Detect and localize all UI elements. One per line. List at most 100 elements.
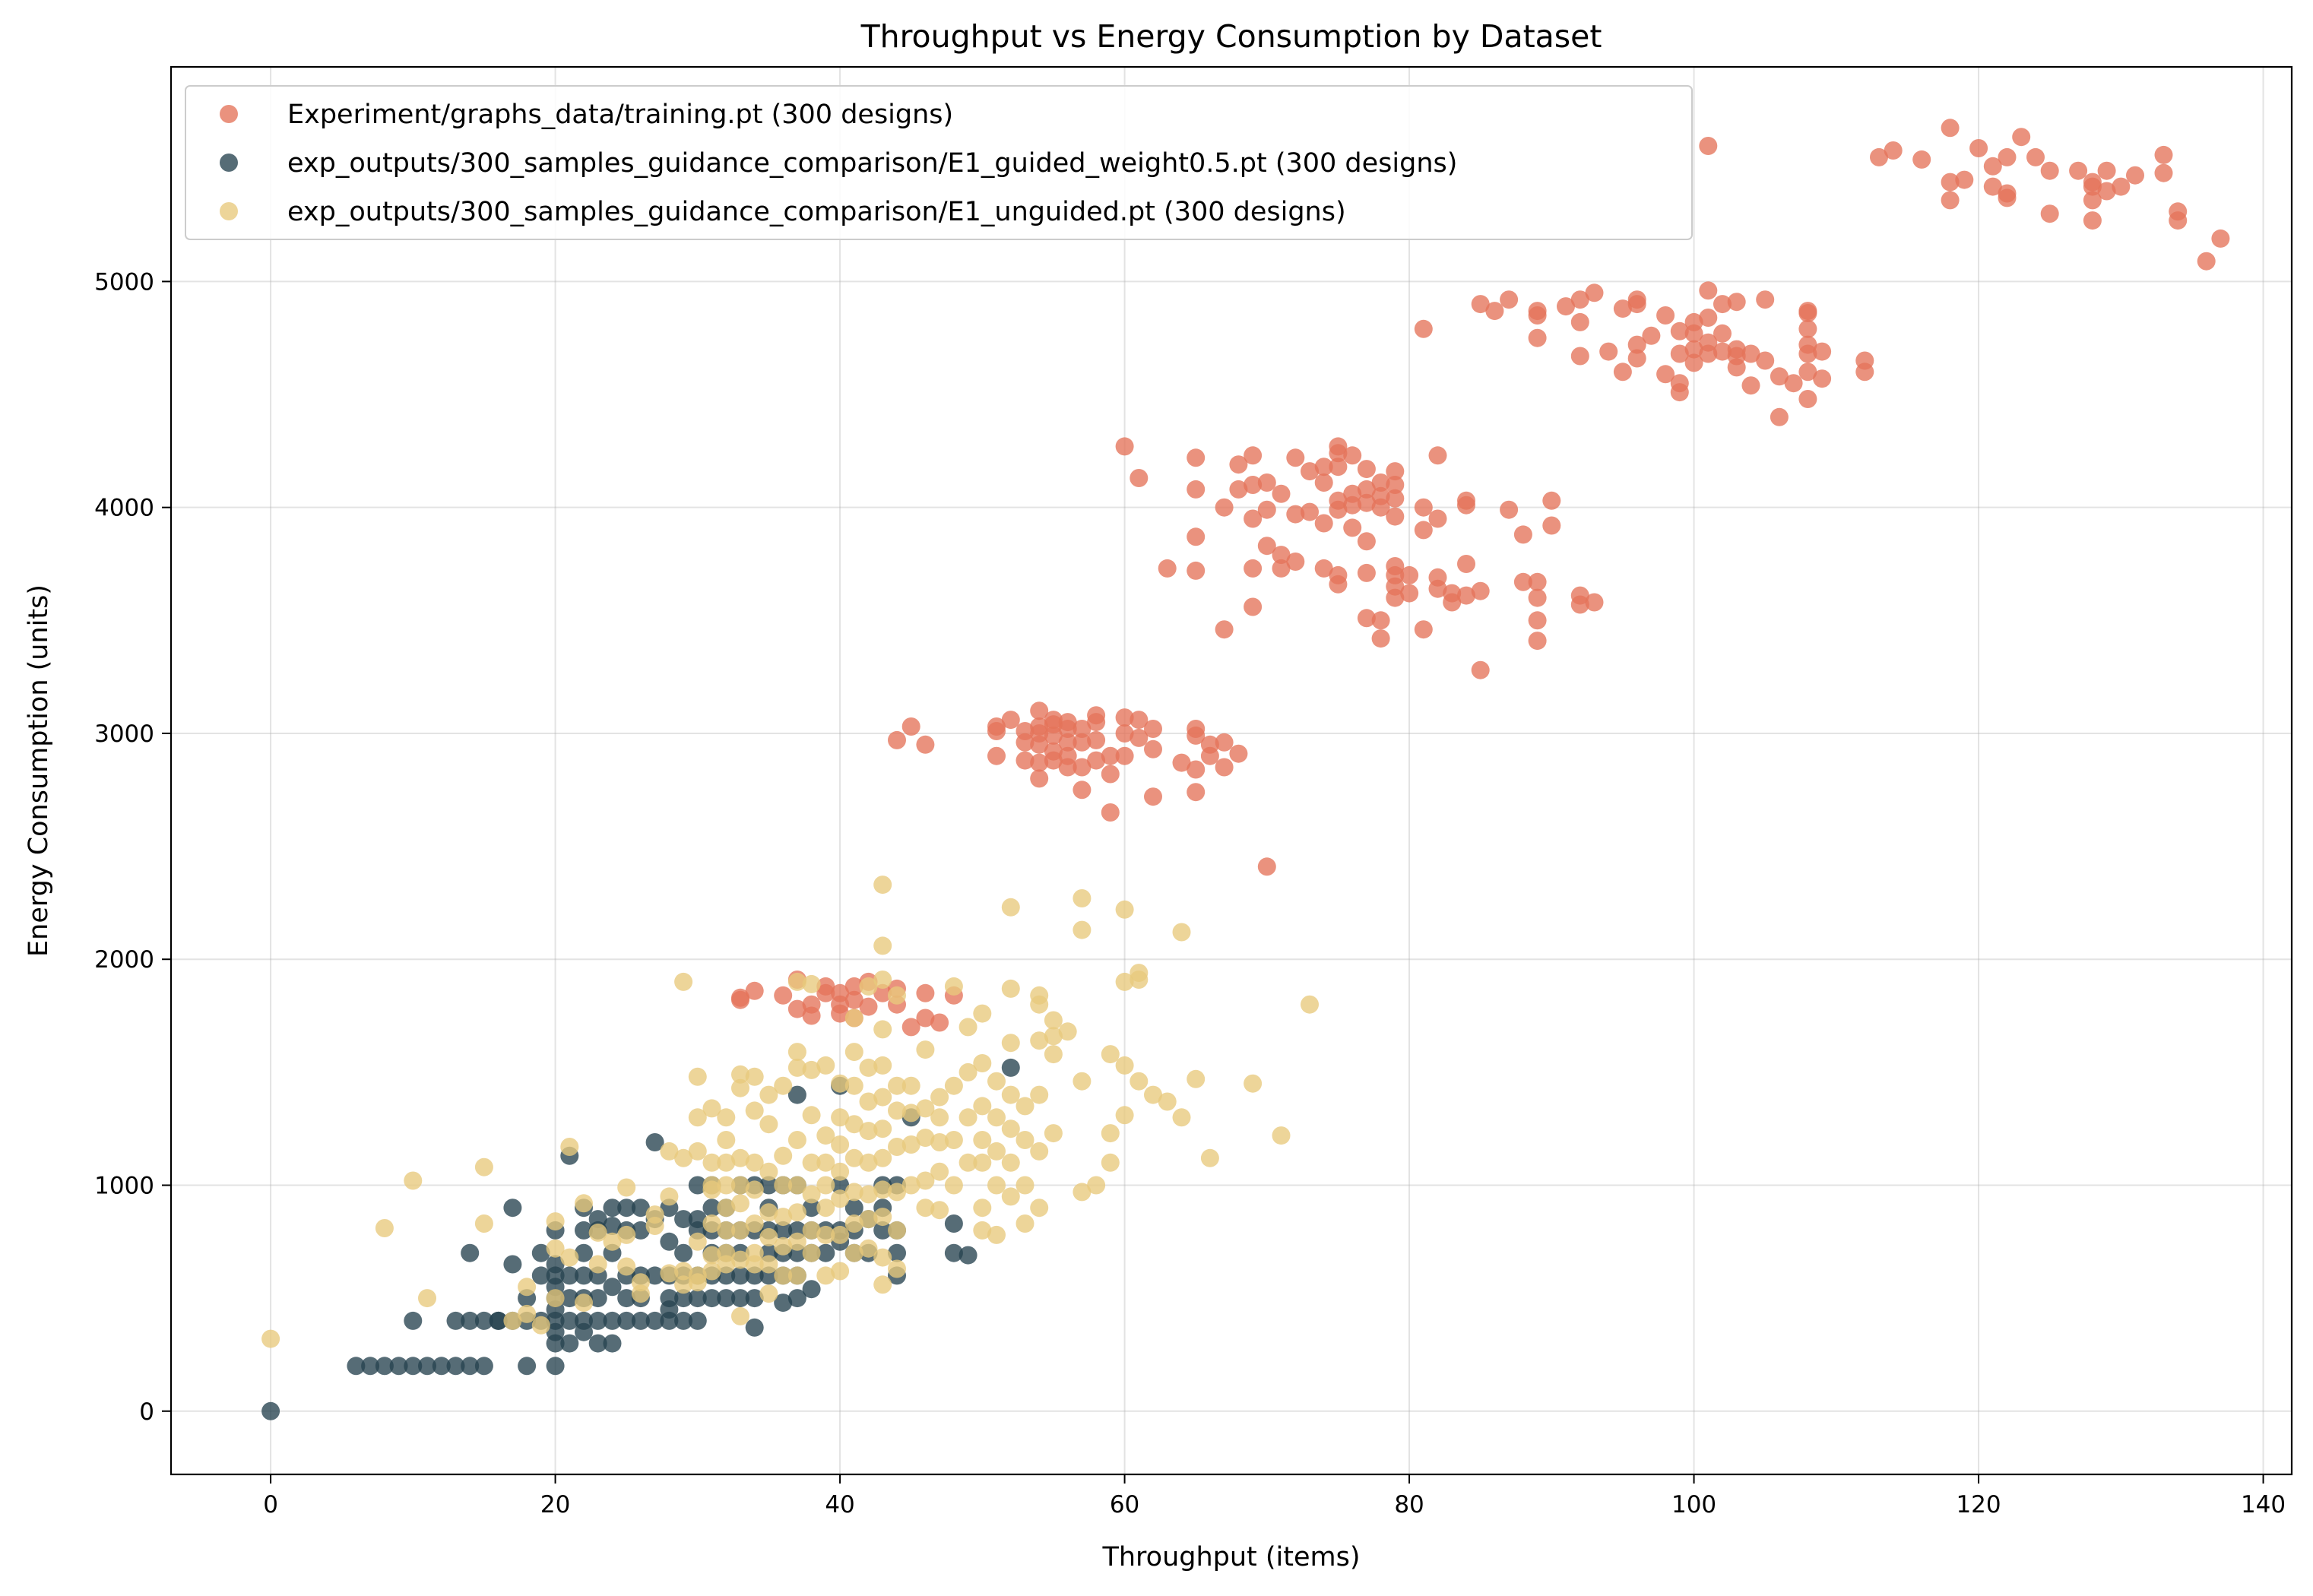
legend-label: exp_outputs/300_samples_guidance_compari…	[287, 148, 1457, 179]
scatter-point	[802, 974, 821, 993]
scatter-point	[1357, 532, 1376, 551]
scatter-point	[1158, 559, 1177, 578]
scatter-point	[759, 1085, 778, 1104]
scatter-point	[1513, 525, 1532, 544]
scatter-point	[1016, 751, 1035, 770]
scatter-point	[1699, 333, 1718, 352]
scatter-point	[930, 1201, 949, 1220]
scatter-point	[944, 1243, 963, 1262]
scatter-point	[518, 1304, 537, 1323]
scatter-point	[745, 1153, 764, 1172]
scatter-point	[617, 1257, 636, 1276]
scatter-point	[1941, 119, 1960, 138]
scatter-point	[588, 1334, 607, 1353]
scatter-point	[1144, 720, 1162, 738]
scatter-point	[1244, 559, 1263, 578]
scatter-point	[816, 1056, 835, 1075]
scatter-point	[1130, 964, 1149, 983]
scatter-point	[1200, 735, 1219, 754]
scatter-point	[717, 1108, 736, 1127]
y-tick-label: 0	[139, 1398, 154, 1426]
scatter-point	[1215, 758, 1234, 777]
scatter-point	[859, 1185, 878, 1204]
scatter-point	[1585, 283, 1604, 302]
scatter-point	[731, 1065, 749, 1084]
scatter-point	[873, 971, 892, 989]
scatter-point	[873, 1020, 892, 1039]
scatter-point	[1542, 491, 1561, 510]
y-tick-label: 5000	[94, 268, 154, 296]
scatter-point	[1513, 572, 1532, 591]
scatter-point	[1627, 349, 1646, 368]
scatter-point	[674, 1262, 693, 1281]
scatter-point	[1314, 473, 1333, 492]
scatter-point	[489, 1311, 508, 1330]
scatter-point	[1713, 324, 1732, 343]
scatter-point	[1257, 537, 1276, 556]
scatter-point	[461, 1311, 480, 1330]
scatter-point	[916, 1040, 935, 1059]
scatter-point	[1030, 986, 1049, 1005]
scatter-point	[802, 1280, 821, 1299]
scatter-point	[1001, 1187, 1020, 1206]
scatter-point	[617, 1178, 636, 1197]
scatter-point	[1087, 1176, 1106, 1195]
scatter-point	[1528, 588, 1547, 607]
scatter-point	[774, 986, 793, 1005]
scatter-point	[787, 1131, 806, 1149]
scatter-point	[787, 1289, 806, 1308]
scatter-point	[1073, 1183, 1092, 1202]
scatter-point	[1613, 299, 1632, 318]
scatter-point	[787, 1232, 806, 1251]
scatter-point	[2211, 229, 2230, 248]
scatter-point	[1172, 1108, 1191, 1127]
scatter-point	[1001, 1085, 1020, 1104]
scatter-point	[717, 1199, 736, 1218]
scatter-point	[1727, 340, 1746, 359]
scatter-point	[816, 1176, 835, 1195]
scatter-point	[603, 1199, 622, 1218]
scatter-point	[1386, 462, 1405, 481]
scatter-point	[774, 1221, 793, 1240]
scatter-point	[1585, 593, 1604, 612]
scatter-point	[2026, 147, 2045, 166]
scatter-point	[1058, 733, 1077, 752]
scatter-point	[844, 1009, 863, 1028]
scatter-point	[1244, 597, 1263, 616]
scatter-point	[588, 1223, 607, 1242]
scatter-point	[844, 1076, 863, 1095]
scatter-point	[901, 1104, 920, 1123]
scatter-point	[731, 1306, 749, 1325]
scatter-point	[1485, 302, 1504, 321]
scatter-point	[958, 1153, 977, 1172]
scatter-point	[688, 1232, 707, 1251]
scatter-point	[901, 1135, 920, 1154]
scatter-point	[560, 1334, 579, 1353]
scatter-point	[930, 1162, 949, 1181]
scatter-point	[717, 1243, 736, 1262]
scatter-point	[1798, 319, 1817, 338]
scatter-point	[2040, 161, 2059, 180]
scatter-point	[1001, 898, 1020, 917]
scatter-point	[873, 1056, 892, 1075]
scatter-point	[1016, 722, 1035, 740]
scatter-point	[1044, 1027, 1063, 1046]
x-tick-label: 0	[263, 1491, 278, 1518]
scatter-point	[787, 999, 806, 1018]
scatter-point	[575, 1311, 593, 1330]
scatter-point	[2097, 161, 2116, 180]
scatter-point	[859, 1092, 878, 1111]
scatter-point	[603, 1278, 622, 1297]
scatter-point	[1073, 758, 1092, 777]
scatter-point	[844, 990, 863, 1009]
scatter-point	[1471, 581, 1490, 600]
scatter-point	[745, 981, 764, 1000]
scatter-point	[1058, 713, 1077, 732]
scatter-point	[844, 1243, 863, 1262]
scatter-point	[1087, 730, 1106, 749]
scatter-point	[1400, 565, 1419, 584]
scatter-point	[1058, 1022, 1077, 1041]
legend-marker	[220, 105, 238, 123]
scatter-point	[1727, 293, 1746, 312]
legend-marker	[220, 202, 238, 220]
